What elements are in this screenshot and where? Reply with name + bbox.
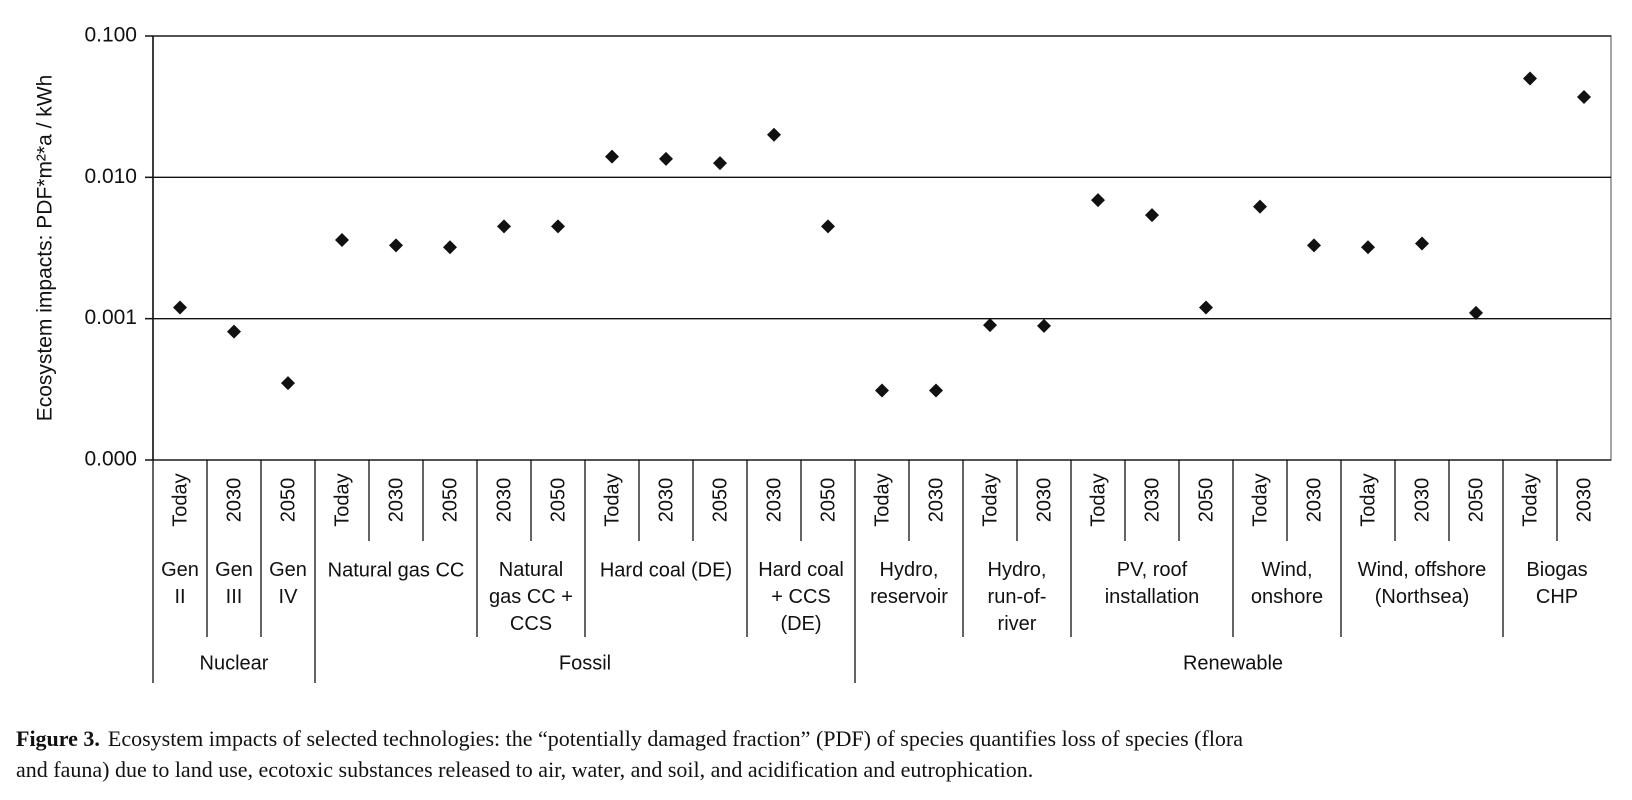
data-point — [1577, 90, 1591, 105]
group-label: Renewable — [1183, 652, 1283, 674]
data-point — [1469, 305, 1483, 320]
data-point — [875, 383, 889, 398]
x-tick-label: 2050 — [709, 478, 731, 523]
data-point — [659, 151, 673, 166]
subgroup-label: Hydro, reservoir — [870, 559, 948, 608]
subgroup-label: Wind, offshore (Northsea) — [1358, 559, 1487, 608]
data-point — [1037, 318, 1051, 333]
x-tick-label: 2030 — [1033, 478, 1055, 523]
subgroup-label: Gen II — [161, 559, 199, 608]
subgroup-label: Natural gas CC — [328, 559, 465, 581]
x-tick-label: 2050 — [1465, 478, 1487, 523]
data-point — [173, 300, 187, 315]
data-point — [1307, 238, 1321, 253]
data-point — [929, 383, 943, 398]
x-tick-label: Today — [871, 473, 893, 526]
x-tick-label: Today — [1519, 473, 1541, 526]
data-point — [1415, 236, 1429, 251]
subgroup-label: Natural gas CC + CCS — [489, 559, 573, 635]
x-tick-label: 2030 — [223, 478, 245, 523]
data-point — [1523, 71, 1537, 86]
data-point — [821, 219, 835, 234]
data-point — [1145, 208, 1159, 223]
caption-label: Figure 3. — [16, 726, 100, 751]
data-point — [389, 238, 403, 253]
group-label: Nuclear — [200, 652, 269, 674]
data-point — [497, 219, 511, 234]
x-tick-label: 2030 — [493, 478, 515, 523]
data-point — [551, 219, 565, 234]
x-tick-label: 2050 — [1195, 478, 1217, 523]
x-tick-label: Today — [1249, 473, 1271, 526]
data-point — [767, 127, 781, 142]
x-tick-label: 2050 — [439, 478, 461, 523]
y-tick-label: 0.001 — [84, 306, 137, 329]
x-tick-label: 2030 — [763, 478, 785, 523]
x-tick-label: 2030 — [1573, 478, 1595, 523]
subgroup-label: Gen IV — [269, 559, 307, 608]
data-point — [281, 376, 295, 391]
group-label: Fossil — [559, 652, 611, 674]
subgroup-label: Wind, onshore — [1251, 559, 1323, 608]
y-tick-label: 0.100 — [84, 24, 137, 47]
data-point — [605, 149, 619, 164]
x-tick-label: 2030 — [655, 478, 677, 523]
x-tick-label: 2030 — [1141, 478, 1163, 523]
y-tick-label: 0.000 — [84, 448, 137, 471]
x-tick-label: Today — [979, 473, 1001, 526]
x-tick-label: Today — [601, 473, 623, 526]
x-tick-label: 2050 — [277, 478, 299, 523]
subgroup-label: Biogas CHP — [1526, 559, 1587, 608]
data-point — [983, 318, 997, 333]
data-point — [443, 240, 457, 255]
subgroup-label: Hard coal + CCS (DE) — [758, 559, 844, 635]
subgroup-label: Hydro, run-of-river — [988, 559, 1047, 635]
subgroup-label: Gen III — [215, 559, 253, 608]
caption-text: Ecosystem impacts of selected technologi… — [16, 726, 1243, 782]
x-tick-label: 2050 — [547, 478, 569, 523]
subgroup-label: PV, roof installation — [1105, 559, 1200, 608]
x-tick-label: 2030 — [385, 478, 407, 523]
data-point — [1091, 193, 1105, 208]
y-axis-label: Ecosystem impacts: PDF*m²*a / kWh — [34, 75, 57, 422]
data-point — [335, 233, 349, 248]
data-point — [1361, 240, 1375, 255]
data-point — [1253, 199, 1267, 214]
x-tick-label: Today — [1087, 473, 1109, 526]
data-point — [1199, 300, 1213, 315]
x-tick-label: 2030 — [1411, 478, 1433, 523]
data-point — [227, 324, 241, 339]
x-tick-label: Today — [1357, 473, 1379, 526]
caption: Figure 3. — [16, 726, 100, 751]
x-tick-label: Today — [169, 473, 191, 526]
x-tick-label: 2030 — [1303, 478, 1325, 523]
y-tick-label: 0.010 — [84, 165, 137, 188]
x-tick-label: Today — [331, 473, 353, 526]
x-tick-label: 2050 — [817, 478, 839, 523]
x-tick-label: 2030 — [925, 478, 947, 523]
subgroup-label: Hard coal (DE) — [600, 559, 732, 581]
data-point — [713, 156, 727, 171]
